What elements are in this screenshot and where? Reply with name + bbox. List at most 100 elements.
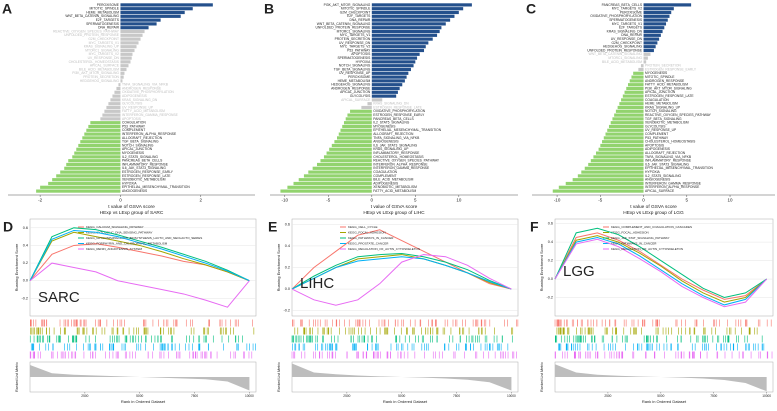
bar-label: CHOLESTEROL_HOMEOSTASIS: [69, 60, 120, 64]
legend-label: KEGG_CYTOSOLIC_DNA_SENSING_PATHWAY: [86, 230, 153, 234]
bar-label: ESTROGEN_RESPONSE_LATE: [373, 105, 422, 109]
bar-label: COAGULATION: [373, 170, 397, 174]
bar: [60, 170, 121, 174]
y-tick-label: 0.6: [548, 222, 553, 226]
bar: [643, 29, 663, 34]
bar: [371, 29, 440, 34]
bar: [371, 60, 416, 64]
x-tick-label: -5: [326, 198, 330, 203]
bar: [371, 94, 397, 98]
x-axis-sublabel: HExp vs LExp group of SARC: [100, 210, 164, 216]
bar: [614, 113, 644, 117]
es-line: [29, 227, 250, 282]
x-tick-label: 2500: [604, 394, 611, 398]
y-tick-label: 0.2: [548, 259, 553, 263]
bar: [643, 10, 672, 15]
bar-label: SPERMATOGENESIS: [86, 22, 120, 26]
bar: [371, 79, 405, 83]
bar-label: MYC_TARGETS_V1: [612, 22, 643, 26]
bar: [605, 132, 644, 136]
bar: [347, 113, 372, 117]
metric-axis-label: Ranked List Metric: [277, 362, 281, 392]
bar-label: PROTEIN_SECRETION: [645, 64, 681, 68]
bar: [110, 98, 121, 102]
bar: [120, 7, 193, 11]
bar: [337, 136, 372, 140]
bar-label: SPERMATOGENESIS: [337, 56, 371, 60]
bar: [371, 7, 464, 11]
bar-label: PANCREAS_BETA_CELLS: [122, 159, 163, 163]
bar-label: WNT_BETA_CATENIN_SIGNALING: [317, 22, 371, 26]
bar-label: CHOLESTEROL_HOMEOSTASIS: [645, 140, 696, 144]
bar: [643, 52, 651, 56]
bar-label: IL6_JAK_STAT3_SIGNALING: [373, 143, 417, 147]
bar-label: HEME_METABOLISM: [338, 79, 371, 83]
panel-letter: A: [2, 1, 12, 17]
bar: [120, 52, 133, 56]
bar: [120, 10, 185, 15]
bar: [588, 162, 644, 167]
bar-label: UNFOLDED_PROTEIN_RESPONSE: [587, 48, 643, 52]
bar-label: ADIPOGENESIS: [122, 94, 148, 98]
bar-label: UV_RESPONSE_DN: [88, 56, 120, 60]
bar: [120, 71, 125, 75]
bar: [120, 67, 127, 72]
es-line: [554, 227, 767, 299]
bar: [68, 159, 121, 163]
bar-label: UV_RESPONSE_UP: [122, 105, 154, 109]
panel-letter: C: [526, 1, 536, 17]
y-tick-label: 0.2: [285, 266, 290, 270]
bar-label: KRAS_SIGNALING_UP: [645, 105, 681, 109]
y-tick-label: 0.4: [285, 244, 290, 248]
bar: [66, 162, 121, 167]
bar-label: APICAL_JUNCTION: [122, 147, 153, 151]
bar: [643, 37, 660, 41]
bar: [633, 71, 644, 75]
bar-label: ANDROGEN_RESPONSE: [331, 86, 371, 90]
bar: [371, 41, 429, 45]
bar-label: INTERFERON_GAMMA_RESPONSE: [373, 166, 430, 170]
bar-label: FATTY_ACID_METABOLISM: [645, 83, 688, 87]
bar-label: SPERMATOGENESIS: [609, 18, 643, 22]
bar-label: MITOTIC_SPINDLE: [645, 75, 675, 79]
bar: [120, 29, 145, 34]
y-tick-label: -0.2: [283, 309, 290, 313]
bar-label: EPITHELIAL_MESENCHYMAL_TRANSITION: [373, 128, 441, 132]
bar: [367, 102, 372, 106]
bar-label: ESTROGEN_RESPONSE_LATE: [122, 174, 171, 178]
bar-label: HEDGEHOG_SIGNALING: [80, 79, 119, 83]
bar-label: APICAL_SURFACE: [645, 189, 675, 193]
bar: [643, 18, 668, 22]
bar: [627, 83, 644, 87]
bar: [112, 94, 121, 98]
bar: [371, 52, 420, 56]
bar-label: ANDROGEN_RESPONSE: [122, 86, 162, 90]
bar: [120, 79, 123, 83]
bar-label: ADIPOGENESIS: [645, 147, 671, 151]
bar: [361, 105, 372, 110]
x-tick-label: -2: [38, 198, 42, 203]
bar-label: GLYCOLYSIS: [645, 124, 666, 128]
panel-letter: E: [268, 219, 277, 235]
bar: [298, 178, 372, 182]
y-tick-label: -0.2: [21, 296, 28, 300]
bar-label: TGF_BETA_SIGNALING: [334, 67, 371, 71]
x-axis-label: t value of GSVA score: [108, 204, 155, 210]
es-line: [291, 254, 512, 306]
legend-label: KEGG_PORPHYRIN_AND_CHLOROPHYLL_METABOLIS…: [86, 241, 168, 245]
bar-label: COAGULATION: [122, 121, 146, 125]
bar-label: XENOBIOTIC_METABOLISM: [122, 178, 166, 182]
bar-label: WNT_BETA_CATENIN_SIGNALING: [588, 52, 642, 56]
x-tick-label: 10: [456, 198, 462, 203]
legend-label: KEGG_REGULATION_OF_ACTIN_CYTOSKELETON: [611, 247, 683, 251]
bar: [74, 151, 121, 155]
bar: [590, 159, 644, 163]
bar-label: PI3K_AKT_MTOR_SIGNALING: [72, 71, 119, 75]
bar: [371, 37, 433, 41]
bar-label: WNT_BETA_CATENIN_SIGNALING: [65, 14, 119, 18]
bar: [340, 128, 372, 132]
bar: [371, 56, 418, 60]
x-axis-sublabel: HExp vs LExp group of LIHC: [363, 210, 425, 216]
bar-label: IL6_JAK_STAT3_SIGNALING: [122, 166, 166, 170]
bar: [120, 22, 157, 26]
